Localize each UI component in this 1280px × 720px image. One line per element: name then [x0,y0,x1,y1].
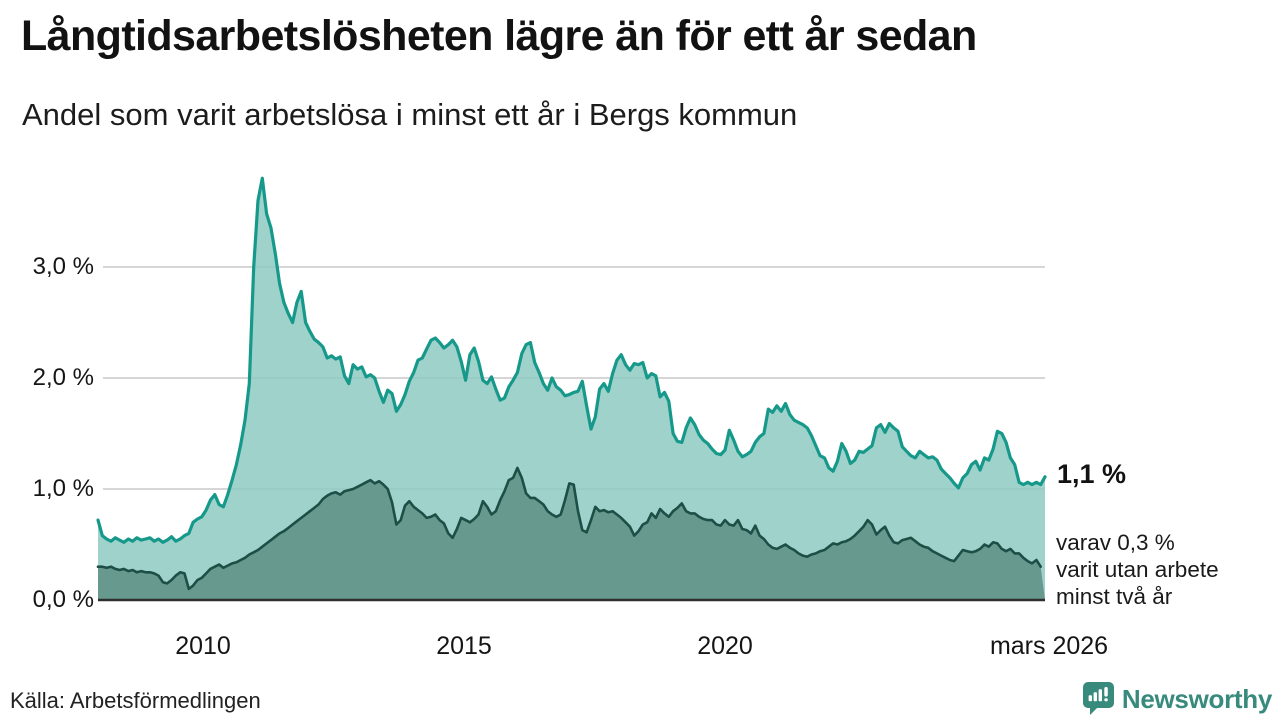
y-axis-label-3: 3,0 % [32,253,94,280]
x-axis-label-mars-2026: mars 2026 [989,632,1109,660]
x-axis-label-2020: 2020 [697,632,753,660]
x-axis-label-2015: 2015 [436,632,492,660]
page-title: Långtidsarbetslösheten lägre än för ett … [21,12,977,60]
newsworthy-speech-bubble-chart-icon [1082,682,1114,715]
brand-logo: Newsworthy [1082,682,1272,716]
series2-end-annotation: varav 0,3 % varit utan arbete minst två … [1056,529,1219,610]
x-axis-label-2010: 2010 [175,632,231,660]
brand-name: Newsworthy [1121,683,1272,714]
y-axis-label-2: 2,0 % [32,364,94,391]
series-end-value-label: 1,1 % [1057,459,1127,489]
annotation-line-1: varav 0,3 % [1056,530,1175,555]
annotation-line-3: minst två år [1056,584,1173,609]
y-axis-label-0: 0,0 % [32,586,94,613]
source-note: Källa: Arbetsförmedlingen [10,688,261,713]
page-subtitle: Andel som varit arbetslösa i minst ett å… [22,97,798,132]
annotation-line-2: varit utan arbete [1056,557,1219,582]
y-axis-label-1: 1,0 % [32,475,94,502]
